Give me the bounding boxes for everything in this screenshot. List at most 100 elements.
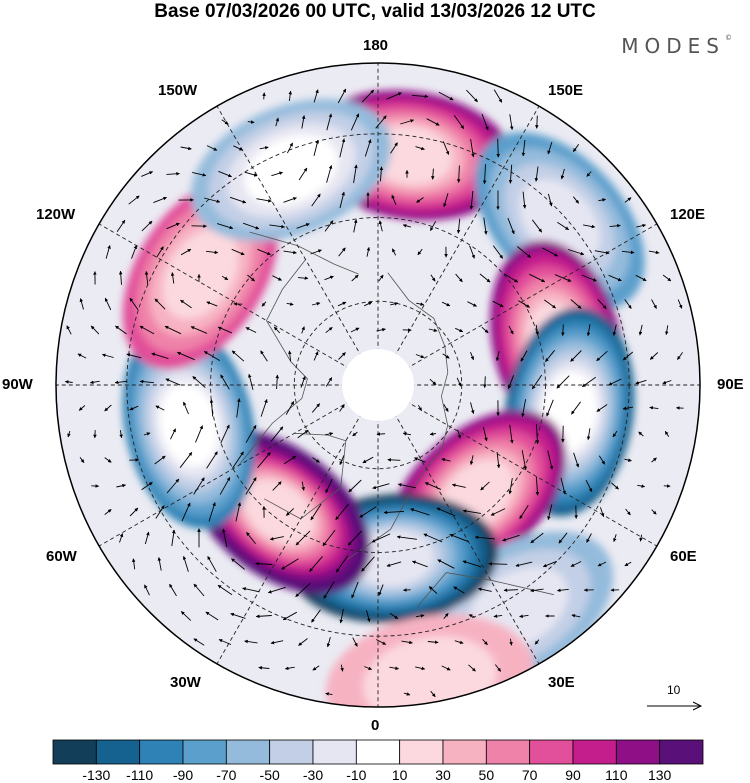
lon-label-0: 0 (371, 717, 380, 734)
wind-vector (415, 666, 426, 671)
colorbar-bin (442, 739, 487, 765)
wind-vector (651, 457, 657, 463)
wind-vector (218, 639, 232, 645)
wind-vector (164, 325, 182, 335)
wind-vector (534, 639, 540, 645)
wind-vector (441, 665, 451, 671)
wind-vector (247, 274, 255, 282)
wind-vector (560, 477, 566, 495)
wind-vector (470, 352, 474, 361)
wind-vector (469, 455, 474, 465)
anomaly-band (352, 530, 434, 587)
wind-vector (129, 405, 139, 411)
wind-vector (594, 250, 610, 255)
wind-vector (244, 639, 258, 644)
wind-vector (443, 193, 449, 208)
wind-vector (179, 452, 193, 468)
wind-vector (456, 218, 461, 234)
wind-vector (296, 223, 310, 229)
wind-vector (391, 248, 397, 256)
wind-vector (585, 479, 593, 493)
wind-vector (507, 217, 515, 235)
wind-vector (272, 275, 282, 281)
wind-vector (378, 220, 383, 232)
wind-vector (466, 89, 478, 103)
wind-vector (608, 378, 622, 386)
wind-vector (651, 509, 657, 515)
wind-vector (535, 424, 540, 445)
wind-vector (273, 326, 281, 334)
wind-vector (104, 404, 112, 412)
wind-vector (416, 197, 424, 203)
wind-vector (470, 139, 475, 158)
wind-vector (430, 221, 436, 232)
wind-vector (621, 250, 635, 255)
wind-vector (325, 326, 333, 334)
wind-vector (488, 562, 508, 566)
wind-vector (636, 223, 647, 228)
wind-vector (586, 171, 592, 177)
wind-vector (415, 146, 425, 151)
wind-vector (462, 560, 482, 568)
wind-vector (411, 94, 429, 99)
wind-vector (77, 353, 87, 359)
wind-vector (467, 301, 477, 307)
wind-vector (453, 115, 465, 129)
graticule-layer (56, 63, 700, 707)
wind-vector (378, 274, 384, 282)
wind-vector (119, 430, 123, 439)
wind-vector (297, 276, 309, 280)
wind-vector (664, 325, 669, 336)
lon-label-30e: 30E (548, 674, 575, 691)
wind-vector (462, 509, 481, 514)
wind-vector (613, 534, 617, 543)
wind-vector (443, 404, 449, 412)
wind-vector (558, 532, 568, 544)
wind-vector (255, 614, 272, 619)
coastline (249, 231, 359, 275)
wind-vector (156, 246, 164, 258)
wind-vector (387, 458, 401, 462)
wind-vector (236, 398, 241, 418)
wind-vector (155, 405, 165, 411)
wind-vector (151, 352, 169, 360)
wind-vector (129, 507, 139, 517)
wind-vector (428, 586, 438, 594)
wind-vector (325, 692, 333, 696)
wind-vector (119, 533, 124, 543)
wind-vector (503, 273, 519, 283)
wind-vector (561, 324, 565, 337)
wind-vector (508, 325, 514, 335)
wind-vector (284, 666, 295, 671)
colorbar-tick-label: 130 (647, 767, 672, 783)
wind-vector (572, 144, 580, 152)
wind-vector (245, 424, 257, 443)
wind-vector (203, 351, 221, 361)
wind-vector (221, 275, 229, 281)
wind-vector (339, 455, 345, 466)
wind-vector (677, 299, 683, 309)
wind-vector (231, 248, 245, 256)
wind-vector (423, 533, 443, 543)
wind-vector (270, 640, 284, 645)
wind-vector (468, 614, 476, 618)
wind-vector (545, 350, 555, 362)
lon-label-120e: 120E (670, 206, 706, 223)
wind-vector (376, 327, 386, 332)
wind-vector (412, 560, 428, 568)
wind-vector (295, 582, 311, 598)
wind-vector (258, 666, 270, 670)
wind-vector (324, 220, 334, 232)
wind-vector (530, 588, 544, 593)
wind-vector (64, 380, 73, 384)
wind-vector (312, 665, 320, 671)
wind-vector (519, 504, 529, 520)
wind-vector (571, 401, 581, 415)
wind-vector (246, 532, 256, 544)
lon-label-150w: 150W (158, 82, 198, 99)
coastline (346, 272, 449, 560)
wind-vector (571, 614, 581, 618)
wind-vector (217, 326, 233, 334)
wind-vector (183, 401, 189, 415)
anomaly-band (243, 479, 315, 545)
